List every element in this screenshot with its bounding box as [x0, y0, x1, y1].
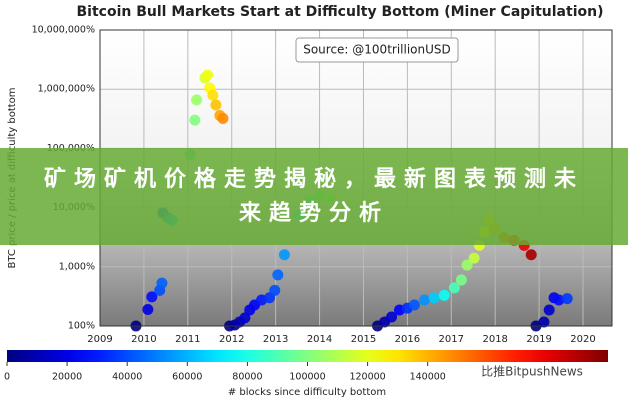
data-point	[156, 277, 168, 289]
chart-title: Bitcoin Bull Markets Start at Difficulty…	[77, 4, 604, 20]
colorbar-tick-label: 40000	[112, 372, 142, 383]
watermark: 比推BitpushNews	[481, 365, 583, 379]
data-point	[538, 316, 550, 328]
data-point	[210, 99, 222, 111]
data-point	[455, 274, 467, 286]
x-tick-label: 2016	[395, 334, 420, 345]
y-tick-label: 1,000%	[59, 261, 95, 272]
x-tick-label: 2014	[307, 334, 332, 345]
colorbar-tick-label: 140000	[410, 372, 446, 383]
source: Source: @100trillionUSD	[303, 43, 451, 57]
data-point	[146, 291, 158, 303]
data-point	[561, 293, 573, 305]
x-tick-label: 2017	[439, 334, 464, 345]
colorbar-tick-label: 20000	[52, 372, 82, 383]
data-point	[269, 284, 281, 296]
data-point	[191, 94, 203, 106]
colorbar	[7, 350, 608, 362]
data-point	[543, 304, 555, 316]
colorbar-tick-label: 0	[4, 372, 10, 383]
x-tick-label: 2009	[87, 334, 112, 345]
x-tick-label: 2010	[131, 334, 156, 345]
x-tick-label: 2011	[175, 334, 200, 345]
colorbar-tick-label: 100000	[289, 372, 325, 383]
data-point	[207, 89, 219, 101]
y-tick-label: 10,000,000%	[32, 25, 95, 36]
colorbar-tick-label: 80000	[232, 372, 262, 383]
data-point	[438, 289, 450, 301]
headline-banner: 矿场矿机价格走势揭秘，最新图表预测未来趋势分析	[0, 148, 628, 245]
data-point	[189, 114, 201, 126]
y-tick-label: 100%	[68, 321, 95, 332]
data-point	[386, 311, 398, 323]
data-point	[202, 69, 214, 81]
headline: 矿场矿机价格走势揭秘，最新图表预测未来趋势分析	[43, 166, 584, 226]
data-point	[278, 249, 290, 261]
source-box	[295, 37, 459, 63]
data-point	[142, 303, 154, 315]
x-tick-label: 2019	[526, 334, 551, 345]
data-point	[461, 259, 473, 271]
y-tick-label: 1,000,000%	[38, 84, 95, 95]
data-point	[428, 292, 440, 304]
data-point	[408, 299, 420, 311]
data-point	[239, 312, 251, 324]
data-point	[272, 269, 284, 281]
colorbar-tick-label: 60000	[172, 372, 202, 383]
colorbar-label: # blocks since difficulty bottom	[228, 387, 386, 398]
x-tick-label: 2015	[351, 334, 376, 345]
data-point	[217, 112, 229, 124]
data-point	[468, 252, 480, 264]
data-point	[419, 294, 431, 306]
x-tick-label: 2018	[482, 334, 507, 345]
colorbar-tick-label: 120000	[349, 372, 385, 383]
data-point	[448, 282, 460, 294]
x-tick-label: 2012	[219, 334, 244, 345]
data-point	[525, 249, 537, 261]
data-point	[553, 294, 565, 306]
x-tick-label: 2013	[263, 334, 288, 345]
x-tick-label: 2020	[570, 334, 595, 345]
